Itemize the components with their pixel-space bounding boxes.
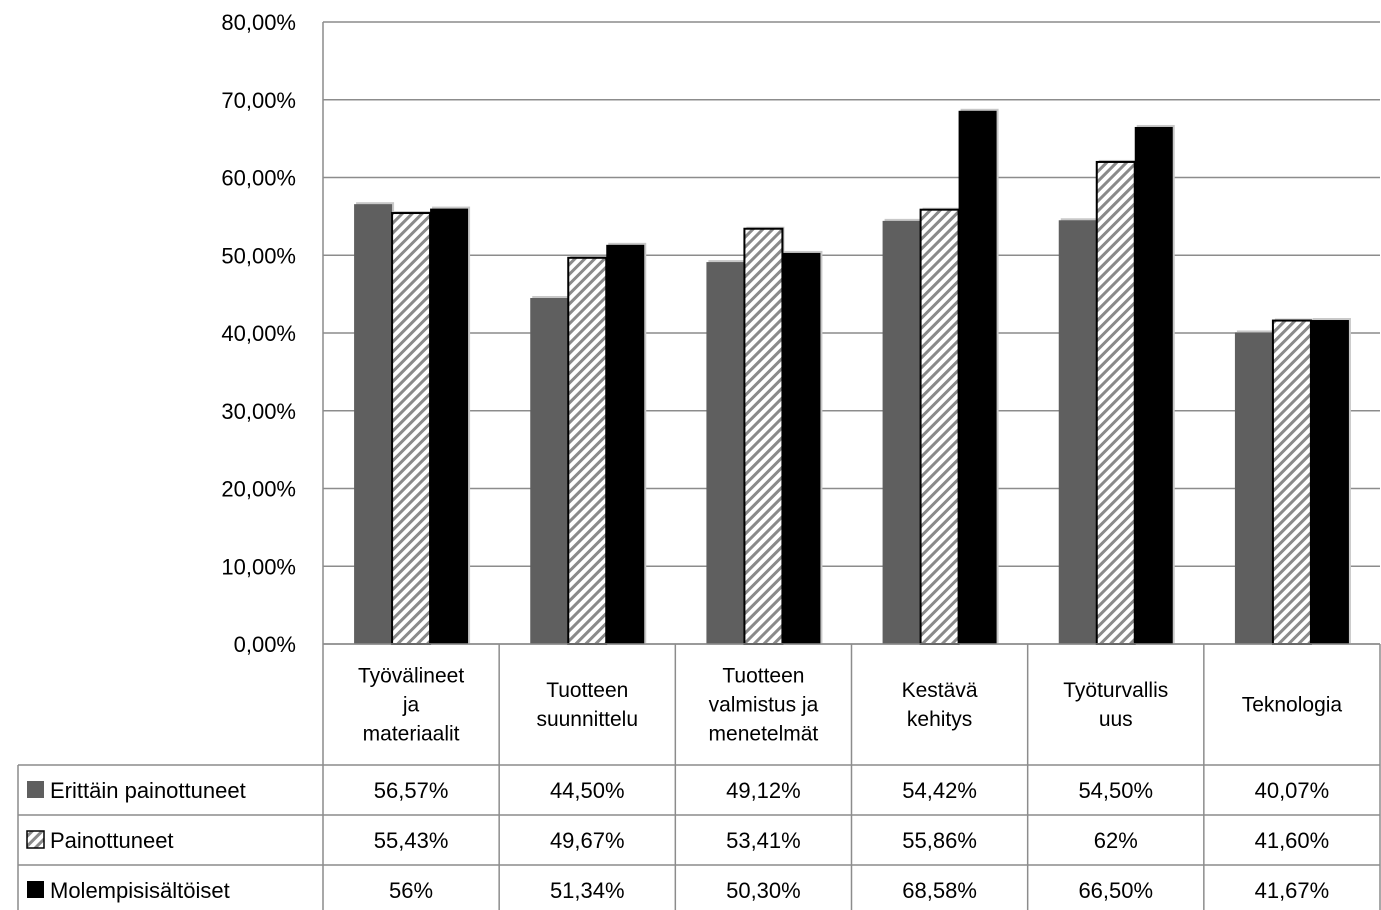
legend-label: Erittäin painottuneet: [50, 778, 246, 803]
bar: [606, 244, 645, 645]
data-label: 66,50%: [1078, 878, 1153, 903]
y-tick-label: 40,00%: [221, 321, 296, 346]
y-tick-label: 10,00%: [221, 554, 296, 579]
y-tick-label: 50,00%: [221, 243, 296, 268]
bar: [391, 212, 432, 646]
data-label: 40,07%: [1255, 778, 1330, 803]
legend-key: [26, 830, 45, 849]
y-tick-label: 20,00%: [221, 477, 296, 502]
bar: [958, 110, 997, 644]
data-label: 41,60%: [1255, 828, 1330, 853]
category-label: Työvälineet ja materiaalit: [358, 665, 464, 746]
bar: [1310, 320, 1349, 644]
legend-key: [27, 781, 44, 798]
data-label: 62%: [1094, 828, 1138, 853]
data-label: 53,41%: [726, 828, 801, 853]
bar: [430, 208, 469, 644]
data-label: 55,43%: [374, 828, 449, 853]
bar: [919, 208, 960, 645]
legend-label: Painottuneet: [50, 828, 174, 853]
bar: [1134, 126, 1173, 644]
bar: [567, 256, 608, 645]
data-label: 68,58%: [902, 878, 977, 903]
y-tick-label: 60,00%: [221, 166, 296, 191]
data-label: 44,50%: [550, 778, 625, 803]
bar: [1058, 220, 1097, 644]
y-tick-label: 80,00%: [221, 10, 296, 35]
data-label: 41,67%: [1255, 878, 1330, 903]
data-label: 49,67%: [550, 828, 625, 853]
category-label: Tuotteen suunnittelu: [536, 679, 638, 731]
y-tick-label: 30,00%: [221, 399, 296, 424]
y-tick-label: 0,00%: [234, 632, 296, 657]
gridlines: [322, 21, 1380, 645]
data-label: 50,30%: [726, 878, 801, 903]
category-label: Kestävä kehitys: [902, 679, 978, 731]
legend-key: [27, 881, 44, 898]
y-axis-ticks: 0,00% 10,00% 20,00% 30,00% 40,00% 50,00% 60,00…: [221, 10, 296, 657]
bar: [782, 252, 821, 645]
category-label: Työturvallis uus: [1063, 679, 1168, 731]
data-label: 51,34%: [550, 878, 625, 903]
data-label: 49,12%: [726, 778, 801, 803]
category-label: Teknologia: [1242, 694, 1343, 717]
y-tick-label: 70,00%: [221, 88, 296, 113]
bar: [1095, 160, 1136, 645]
data-table: Työvälineet ja materiaalit Tuotteen suunnitt…: [17, 643, 1381, 910]
data-label: 55,86%: [902, 828, 977, 853]
bar: [706, 262, 745, 644]
data-label: 54,42%: [902, 778, 977, 803]
data-label: 54,50%: [1078, 778, 1153, 803]
legend-label: Molempisisältöiset: [50, 878, 230, 903]
bar: [1271, 319, 1312, 645]
bar: [354, 204, 393, 644]
bar: [882, 220, 921, 644]
bar: [743, 227, 784, 645]
bar: [1234, 332, 1273, 644]
category-label: Tuotteen valmistus ja menetelmät: [709, 665, 819, 746]
data-label: 56,57%: [374, 778, 449, 803]
bars: [354, 108, 1351, 646]
bar: [530, 298, 569, 644]
data-label: 56%: [389, 878, 433, 903]
